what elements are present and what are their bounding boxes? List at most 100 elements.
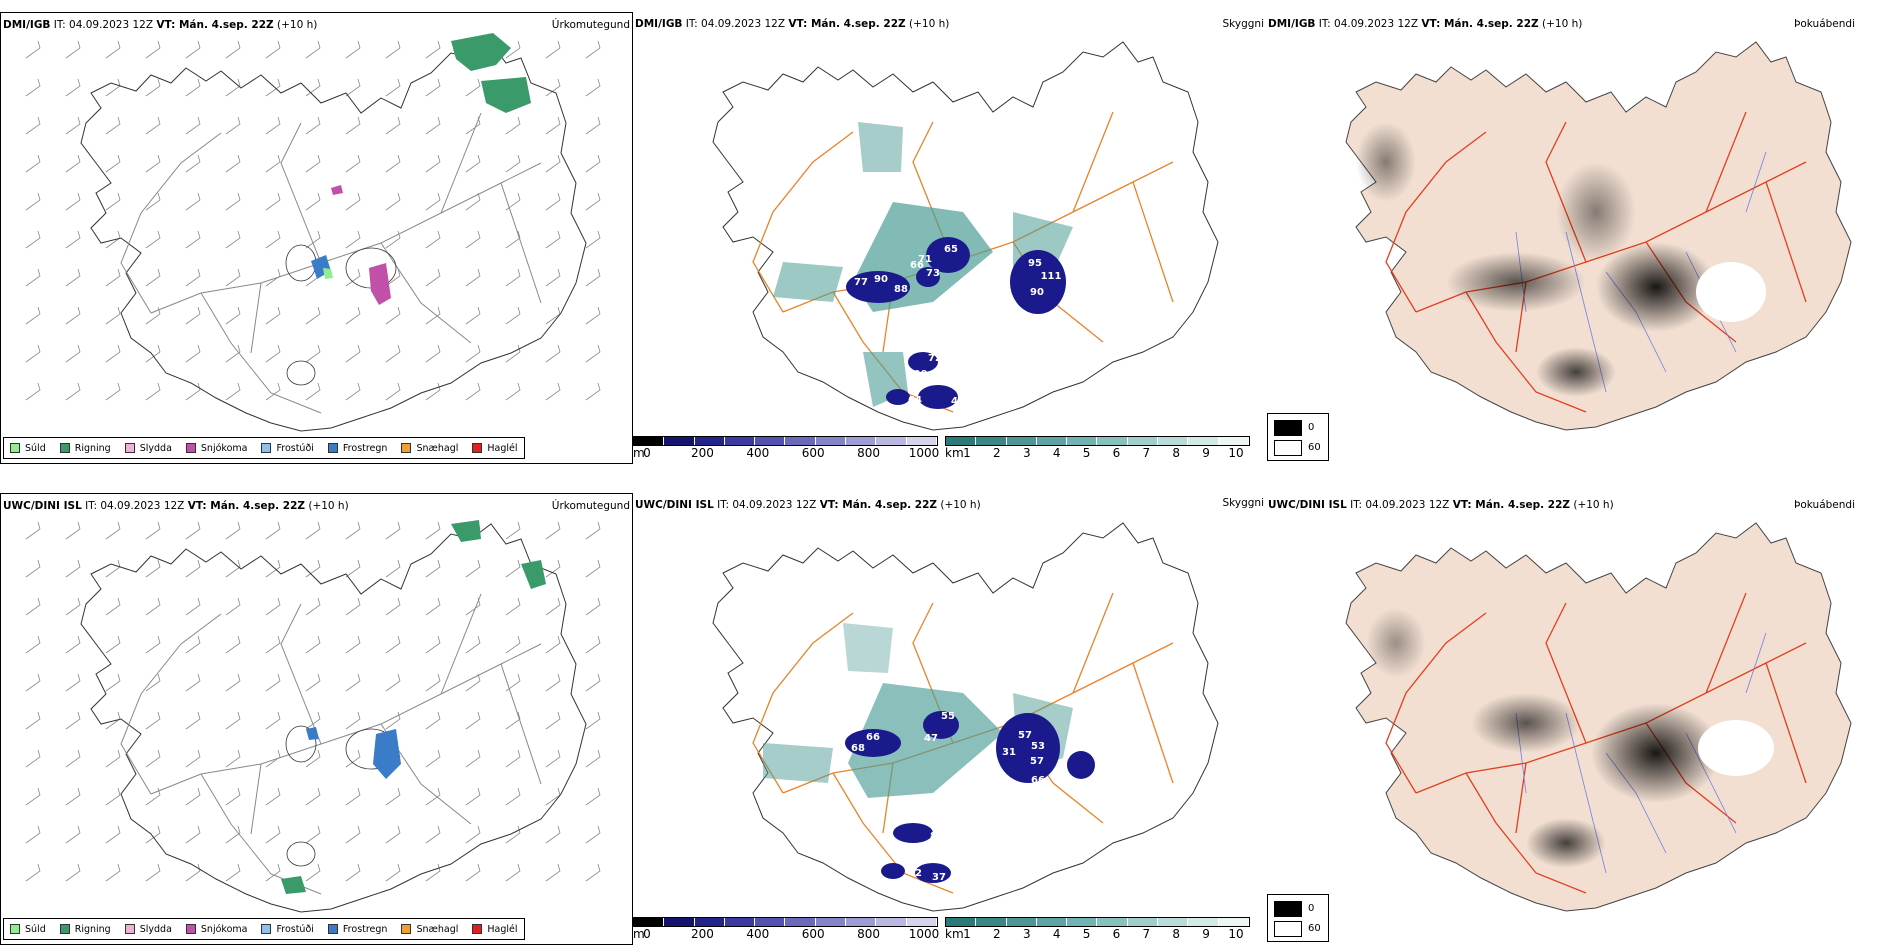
wind-barb xyxy=(185,635,201,654)
wind-barb xyxy=(105,344,121,363)
wind-barb xyxy=(585,635,601,654)
fog-field xyxy=(1366,608,1774,868)
wind-barb xyxy=(105,749,121,768)
fog-field xyxy=(1356,122,1766,397)
wind-barb xyxy=(145,116,161,135)
colorbar-swatch xyxy=(1006,437,1037,445)
wind-barb xyxy=(385,825,401,844)
wind-barb xyxy=(145,40,161,59)
wind-barb xyxy=(145,711,161,730)
colorbar-tick-label: 10 xyxy=(1228,446,1244,460)
wind-barb xyxy=(225,749,241,768)
wind-barb xyxy=(25,78,41,97)
legend-swatch xyxy=(124,924,135,934)
wind-barb xyxy=(545,787,561,806)
wind-barb xyxy=(105,597,121,616)
colorbar-swatch xyxy=(1006,918,1037,926)
colorbar-tick-label: 10 xyxy=(1228,927,1244,941)
colorbar-tick-label: 4 xyxy=(1052,927,1061,941)
visibility-colorbar-km: km 1 2 3 4 5 6 7 8 9 10 xyxy=(945,917,1250,941)
wind-barb xyxy=(505,116,521,135)
colorbar-swatch xyxy=(946,437,977,445)
wind-barb xyxy=(345,863,361,882)
wind-barb xyxy=(265,559,281,578)
wind-barb xyxy=(145,597,161,616)
wind-barb xyxy=(145,230,161,249)
colorbar-swatch xyxy=(785,437,816,445)
visibility-value-label: 88 xyxy=(894,284,908,295)
wind-barb xyxy=(385,78,401,97)
colorbar-tick-label: 0 xyxy=(643,927,651,941)
wind-barb xyxy=(105,192,121,211)
wind-barb xyxy=(65,711,81,730)
wind-barb xyxy=(545,749,561,768)
wind-barb xyxy=(25,382,41,401)
wind-barb xyxy=(145,673,161,692)
wind-barb xyxy=(145,825,161,844)
wind-barb xyxy=(145,787,161,806)
wind-barb xyxy=(425,635,441,654)
wind-barb xyxy=(465,711,481,730)
wind-barb xyxy=(185,787,201,806)
wind-barb xyxy=(105,154,121,173)
colorbar-tick-label: 9 xyxy=(1202,927,1210,941)
wind-barb xyxy=(25,192,41,211)
panel-title: Skyggni xyxy=(1222,497,1265,509)
wind-barb xyxy=(385,635,401,654)
wind-barb xyxy=(465,344,481,363)
panel-title: Úrkomutegund xyxy=(551,500,630,512)
wind-barb xyxy=(25,673,41,692)
colorbar-swatch xyxy=(1097,918,1128,926)
wind-barb xyxy=(505,635,521,654)
colorbar-tick-label: 0 xyxy=(643,446,651,460)
wind-barb xyxy=(585,382,601,401)
visibility-value-label: 64 xyxy=(908,395,922,406)
wind-barb xyxy=(425,711,441,730)
wind-barb xyxy=(225,711,241,730)
visibility-value-label: 66 xyxy=(866,732,880,743)
legend-label: Rigning xyxy=(74,923,111,935)
precip-map xyxy=(25,520,601,913)
legend-label: Haglél xyxy=(487,442,518,454)
visibility-value-label: 66 xyxy=(910,260,924,271)
wind-barb xyxy=(225,306,241,325)
visibility-panel-row1: DMI/IGB IT: 04.09.2023 12Z VT: Mán. 4.se… xyxy=(633,12,1266,464)
wind-barb xyxy=(305,306,321,325)
wind-barb xyxy=(65,268,81,287)
wind-barb xyxy=(385,154,401,173)
wind-barb xyxy=(185,40,201,59)
wind-barb xyxy=(425,382,441,401)
visibility-value-label: 68 xyxy=(851,743,865,754)
wind-barb xyxy=(305,711,321,730)
legend-swatch xyxy=(261,443,272,453)
wind-barb xyxy=(425,344,441,363)
wind-barb xyxy=(545,306,561,325)
wind-barb xyxy=(265,749,281,768)
wind-barb xyxy=(505,40,521,59)
wind-barb xyxy=(305,78,321,97)
wind-barb xyxy=(425,306,441,325)
visibility-value-label: 72 xyxy=(928,353,942,364)
wind-barb xyxy=(265,787,281,806)
wind-barb xyxy=(585,521,601,540)
colorbar-tick-label: 800 xyxy=(857,446,881,460)
wind-barb xyxy=(385,382,401,401)
colorbar-swatch xyxy=(1158,918,1189,926)
legend-swatch xyxy=(472,443,483,453)
visibility-colorbar-m: m 0 200 400 600 800 1000 xyxy=(633,436,939,460)
visibility-value-label: 89 xyxy=(831,249,845,260)
wind-barb xyxy=(385,521,401,540)
wind-barb xyxy=(225,230,241,249)
colorbar-swatch xyxy=(664,437,695,445)
legend-item: Frostúði xyxy=(261,924,314,935)
colorbar-swatch xyxy=(906,918,937,926)
wind-barb xyxy=(65,230,81,249)
wind-barb xyxy=(585,787,601,806)
wind-barb xyxy=(185,559,201,578)
wind-barb xyxy=(465,787,481,806)
wind-barb xyxy=(425,40,441,59)
wind-barb xyxy=(225,597,241,616)
wind-barb xyxy=(105,40,121,59)
wind-barb xyxy=(145,154,161,173)
